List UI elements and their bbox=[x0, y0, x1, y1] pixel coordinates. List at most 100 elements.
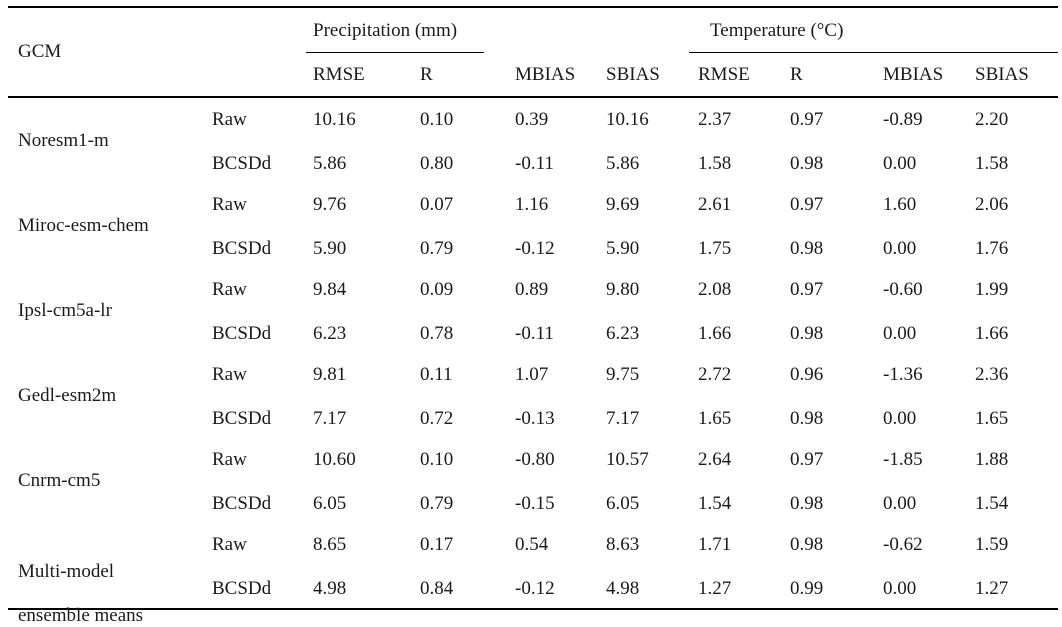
gcm-name-line2: ensemble means bbox=[18, 605, 144, 626]
table-cell: 0.17 bbox=[420, 534, 454, 555]
table-cell: -1.36 bbox=[883, 364, 923, 385]
table-cell: -0.80 bbox=[515, 449, 555, 470]
table-cell: 2.72 bbox=[698, 364, 732, 385]
table-cell: 2.37 bbox=[698, 109, 732, 130]
table-cell: 0.97 bbox=[790, 279, 824, 300]
table-cell: 0.00 bbox=[883, 323, 917, 344]
table-cell: 0.98 bbox=[790, 534, 824, 555]
table-cell: 2.61 bbox=[698, 194, 732, 215]
table-cell: 1.99 bbox=[975, 279, 1009, 300]
table-cell: 1.58 bbox=[975, 153, 1009, 174]
method-label: BCSDd bbox=[212, 578, 272, 599]
table-cell: 1.65 bbox=[698, 408, 732, 429]
table-cell: 0.00 bbox=[883, 578, 917, 599]
table-cell: 0.00 bbox=[883, 493, 917, 514]
table-cell: 0.99 bbox=[790, 578, 824, 599]
table-cell: 0.54 bbox=[515, 534, 549, 555]
table-cell: 9.84 bbox=[313, 279, 347, 300]
table-cell: 8.63 bbox=[606, 534, 640, 555]
table-cell: 6.05 bbox=[313, 493, 347, 514]
table-cell: 5.86 bbox=[313, 153, 347, 174]
table-cell: 10.60 bbox=[313, 449, 356, 470]
table-cell: 0.79 bbox=[420, 238, 454, 259]
table-cell: 1.65 bbox=[975, 408, 1009, 429]
table-cell: 1.54 bbox=[698, 493, 732, 514]
table-cell: 1.66 bbox=[975, 323, 1009, 344]
table-cell: 8.65 bbox=[313, 534, 347, 555]
method-label: BCSDd bbox=[212, 153, 272, 174]
method-label: Raw bbox=[212, 364, 247, 385]
table-cell: -0.11 bbox=[515, 153, 554, 174]
table-cell: -0.15 bbox=[515, 493, 555, 514]
metric-header: MBIAS bbox=[515, 64, 576, 85]
gcm-name: Multi-model bbox=[18, 561, 115, 582]
table-cell: 5.86 bbox=[606, 153, 640, 174]
table-cell: 9.76 bbox=[313, 194, 347, 215]
metric-header: R bbox=[420, 64, 433, 85]
table-cell: -1.85 bbox=[883, 449, 923, 470]
table-cell: 0.39 bbox=[515, 109, 549, 130]
table-cell: 1.16 bbox=[515, 194, 549, 215]
method-label: Raw bbox=[212, 109, 247, 130]
table-cell: 0.89 bbox=[515, 279, 549, 300]
table-cell: 9.80 bbox=[606, 279, 640, 300]
table-cell: 7.17 bbox=[606, 408, 640, 429]
table-cell: 0.98 bbox=[790, 238, 824, 259]
table-cell: 0.80 bbox=[420, 153, 454, 174]
table-cell: 0.96 bbox=[790, 364, 824, 385]
table-cell: 4.98 bbox=[606, 578, 640, 599]
metric-header: RMSE bbox=[698, 64, 750, 85]
table-cell: 2.20 bbox=[975, 109, 1009, 130]
table-cell: 5.90 bbox=[606, 238, 640, 259]
table-cell: -0.89 bbox=[883, 109, 923, 130]
table-cell: 1.76 bbox=[975, 238, 1009, 259]
table-cell: 1.59 bbox=[975, 534, 1009, 555]
table-cell: 0.11 bbox=[420, 364, 453, 385]
table-cell: 0.10 bbox=[420, 449, 454, 470]
table-cell: 10.16 bbox=[313, 109, 356, 130]
metric-header: MBIAS bbox=[883, 64, 944, 85]
table-cell: 0.09 bbox=[420, 279, 454, 300]
table-cell: 1.66 bbox=[698, 323, 732, 344]
temp-group-header: Temperature (°C) bbox=[710, 20, 844, 41]
table-cell: -0.12 bbox=[515, 578, 555, 599]
table-cell: 0.84 bbox=[420, 578, 454, 599]
table-cell: -0.11 bbox=[515, 323, 554, 344]
table-cell: 6.23 bbox=[313, 323, 347, 344]
table-cell: 4.98 bbox=[313, 578, 347, 599]
gcm-name: Cnrm-cm5 bbox=[18, 470, 101, 491]
table-cell: 0.00 bbox=[883, 238, 917, 259]
table-cell: 5.90 bbox=[313, 238, 347, 259]
metric-header: R bbox=[790, 64, 803, 85]
gcm-name: Ipsl-cm5a-lr bbox=[18, 300, 112, 321]
table-cell: 9.75 bbox=[606, 364, 640, 385]
table-cell: 1.54 bbox=[975, 493, 1009, 514]
table-cell: 2.36 bbox=[975, 364, 1009, 385]
table-cell: 0.98 bbox=[790, 153, 824, 174]
table-cell: 0.72 bbox=[420, 408, 454, 429]
gcm-name: Gedl-esm2m bbox=[18, 385, 117, 406]
table-cell: 0.97 bbox=[790, 109, 824, 130]
table-cell: 0.98 bbox=[790, 323, 824, 344]
table-cell: 10.16 bbox=[606, 109, 649, 130]
table-cell: -0.60 bbox=[883, 279, 923, 300]
precip-group-header: Precipitation (mm) bbox=[313, 20, 458, 41]
method-label: BCSDd bbox=[212, 323, 272, 344]
table-cell: 0.07 bbox=[420, 194, 454, 215]
method-label: Raw bbox=[212, 279, 247, 300]
table-cell: 9.69 bbox=[606, 194, 640, 215]
table-cell: 0.78 bbox=[420, 323, 454, 344]
table-cell: 0.00 bbox=[883, 153, 917, 174]
metric-header: RMSE bbox=[313, 64, 365, 85]
gcm-name: Noresm1-m bbox=[18, 130, 109, 151]
table-cell: 1.75 bbox=[698, 238, 732, 259]
method-label: Raw bbox=[212, 449, 247, 470]
table-cell: 0.10 bbox=[420, 109, 454, 130]
method-label: BCSDd bbox=[212, 408, 272, 429]
table-cell: 7.17 bbox=[313, 408, 347, 429]
metric-header: SBIAS bbox=[606, 64, 660, 85]
method-label: Raw bbox=[212, 534, 247, 555]
table-cell: 9.81 bbox=[313, 364, 347, 385]
method-label: BCSDd bbox=[212, 238, 272, 259]
table-cell: 6.05 bbox=[606, 493, 640, 514]
